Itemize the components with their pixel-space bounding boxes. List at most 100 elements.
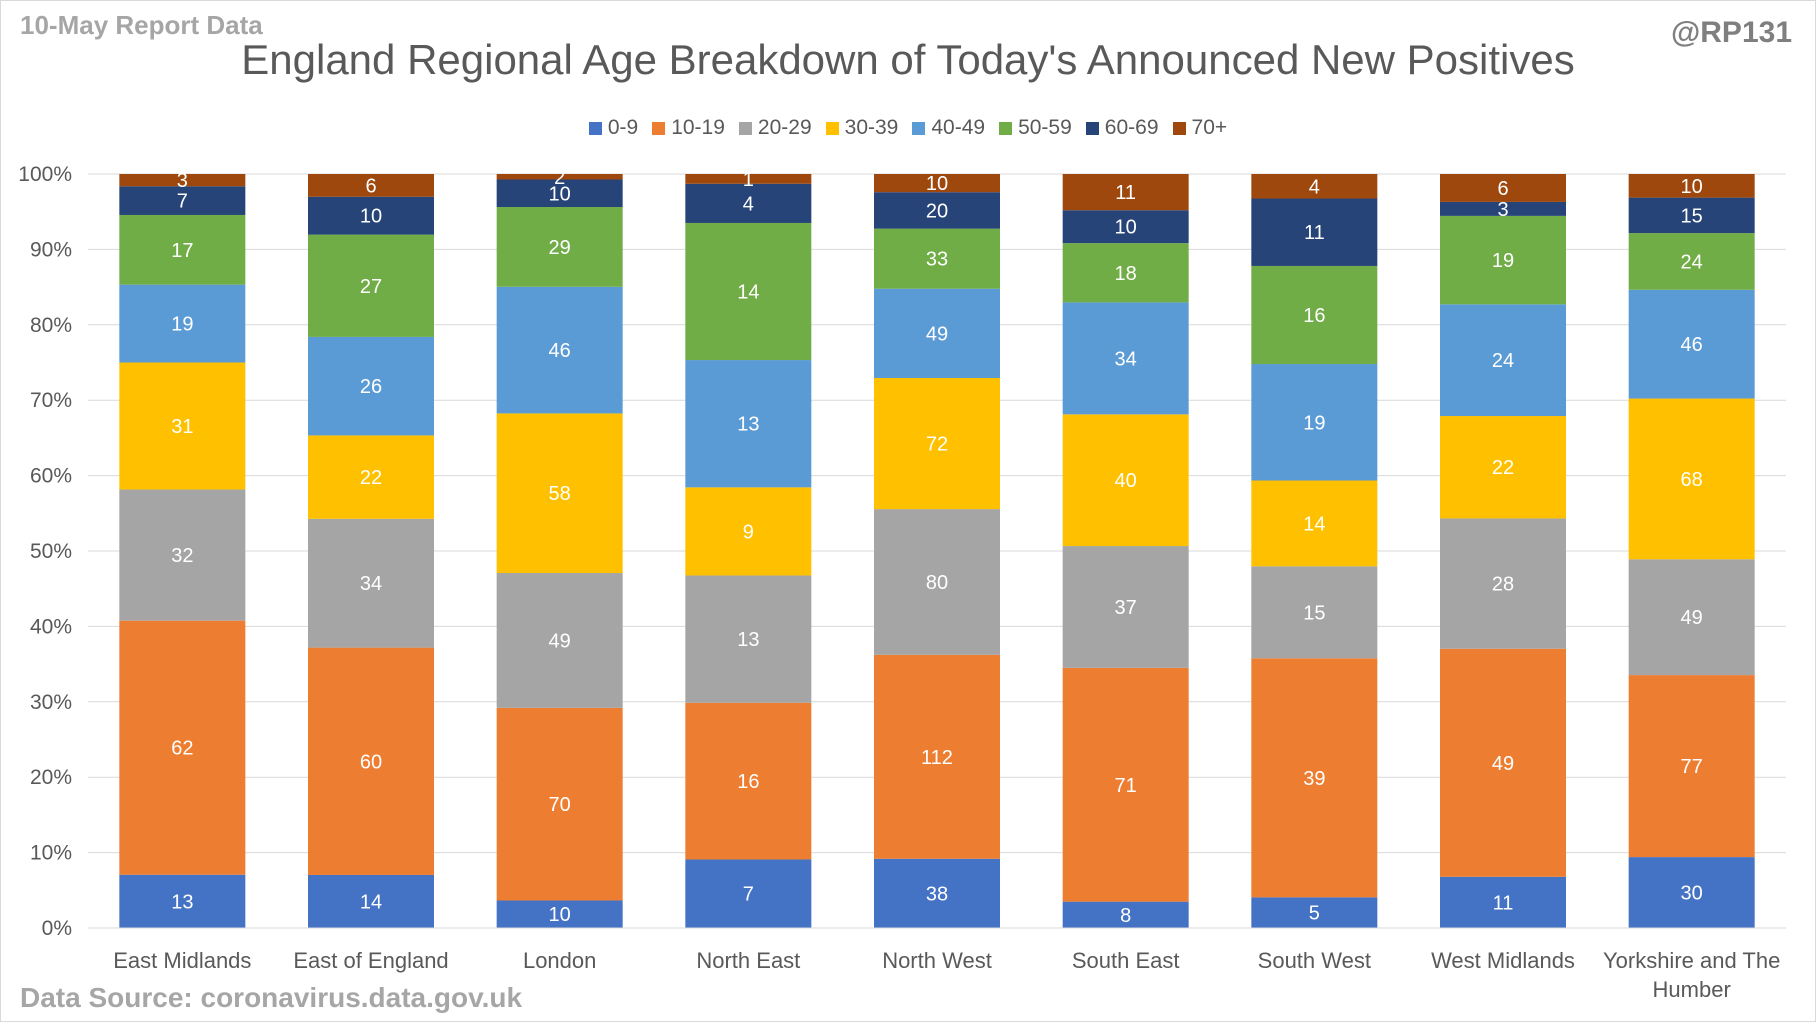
- data-label: 24: [1681, 251, 1703, 273]
- legend-swatch: [652, 121, 666, 135]
- legend-item: 60-69: [1085, 116, 1159, 140]
- legend-swatch: [825, 121, 839, 135]
- bar-segment: [308, 435, 434, 519]
- bar-segment: [685, 575, 812, 703]
- x-category-label: North West: [882, 948, 992, 973]
- data-label: 71: [1115, 775, 1137, 797]
- report-date-note: 10-May Report Data: [20, 10, 263, 40]
- data-label: 13: [171, 891, 193, 913]
- data-label: 28: [1492, 574, 1514, 596]
- legend-swatch: [912, 121, 926, 135]
- data-label: 26: [360, 376, 382, 398]
- x-category-label: East of England: [293, 948, 448, 973]
- data-label: 19: [1492, 250, 1514, 272]
- y-axis: 0% 10% 20% 30% 40% 50% 60% 70% 80% 90% 100%: [18, 163, 72, 940]
- bar-segment: [874, 858, 1000, 928]
- bar-segment: [1251, 265, 1378, 365]
- y-tick-label: 100%: [18, 163, 72, 186]
- bar-segment: [685, 702, 812, 860]
- data-label: 20: [926, 200, 948, 222]
- data-label: 22: [360, 467, 382, 489]
- bar-segment: [1251, 658, 1378, 898]
- y-tick-label: 10%: [30, 842, 72, 865]
- data-label: 60: [360, 751, 382, 773]
- x-category-label: Humber: [1653, 977, 1731, 1002]
- legend-item: 20-29: [738, 116, 812, 140]
- legend-label: 40-49: [931, 116, 986, 139]
- legend-item: 50-59: [999, 116, 1072, 140]
- data-label: 70: [549, 794, 571, 816]
- bar-segment: [119, 489, 246, 621]
- bar-segment: [1440, 174, 1566, 202]
- data-label: 34: [360, 573, 382, 595]
- legend-swatch: [1172, 121, 1186, 135]
- legend-item: 40-49: [912, 116, 985, 140]
- bar-segment: [1628, 675, 1755, 858]
- data-label: 3: [177, 170, 188, 192]
- bar-segment: [308, 234, 434, 337]
- data-label: 77: [1681, 756, 1703, 778]
- bar-segment: [119, 174, 246, 187]
- bar-segment: [685, 183, 812, 223]
- bar-segment: [119, 362, 246, 490]
- bar-segment: [1062, 901, 1189, 928]
- bar-segment: [1062, 546, 1189, 668]
- x-category-label: London: [523, 948, 596, 973]
- bar-segment: [1062, 174, 1189, 211]
- data-label: 5: [1309, 903, 1320, 925]
- x-category-label: South East: [1072, 948, 1180, 973]
- data-label: 7: [743, 884, 754, 906]
- bar-segment: [308, 874, 434, 928]
- y-tick-label: 90%: [30, 238, 72, 261]
- bar-segment: [1440, 876, 1566, 928]
- data-label: 68: [1681, 469, 1703, 491]
- bar-segment: [1628, 398, 1755, 560]
- bar-segment: [1251, 198, 1378, 266]
- bar-segment: [1251, 897, 1378, 928]
- data-label: 2: [554, 167, 565, 189]
- data-label: 19: [171, 314, 193, 336]
- bar-segment: [874, 228, 1000, 289]
- bar-segment: [874, 192, 1000, 229]
- bar-segment: [874, 377, 1000, 510]
- y-tick-label: 20%: [30, 766, 72, 789]
- bar-segment: [119, 620, 246, 875]
- data-label: 112: [921, 747, 953, 769]
- data-label: 17: [171, 240, 193, 262]
- data-label: 6: [365, 175, 376, 197]
- data-label: 29: [549, 237, 571, 259]
- data-label: 11: [1115, 182, 1136, 204]
- data-label: 4: [1309, 176, 1320, 198]
- legend-label: 0-9: [607, 116, 639, 139]
- legend-item: 30-39: [825, 116, 898, 140]
- bar-segment: [685, 360, 812, 488]
- data-label: 49: [926, 323, 948, 345]
- bar-segment: [1062, 414, 1189, 547]
- bar-segment: [1628, 559, 1755, 676]
- bar-segment: [1628, 289, 1755, 399]
- bar-segment: [496, 573, 623, 708]
- data-label: 40: [1115, 470, 1137, 492]
- y-tick-label: 50%: [30, 540, 72, 563]
- data-label: 10: [549, 183, 571, 205]
- bar-segment: [1628, 174, 1755, 198]
- data-label: 49: [1492, 753, 1514, 775]
- chart-title: England Regional Age Breakdown of Today'…: [241, 36, 1575, 83]
- data-label: 16: [737, 771, 759, 793]
- bar-segment: [1440, 215, 1566, 305]
- data-label: 34: [1115, 348, 1137, 370]
- y-tick-label: 0%: [42, 917, 72, 940]
- data-label: 13: [737, 629, 759, 651]
- data-label: 58: [549, 483, 571, 505]
- author-handle: @RP131: [1671, 16, 1792, 49]
- bar-segment: [685, 174, 812, 184]
- legend-swatch: [588, 121, 602, 135]
- data-label: 19: [1303, 412, 1325, 434]
- bar-segment: [874, 654, 1000, 859]
- y-tick-label: 80%: [30, 314, 72, 337]
- data-label: 10: [926, 173, 948, 195]
- data-label: 6: [1497, 178, 1508, 200]
- legend-label: 10-19: [671, 116, 725, 139]
- data-label: 39: [1303, 768, 1325, 790]
